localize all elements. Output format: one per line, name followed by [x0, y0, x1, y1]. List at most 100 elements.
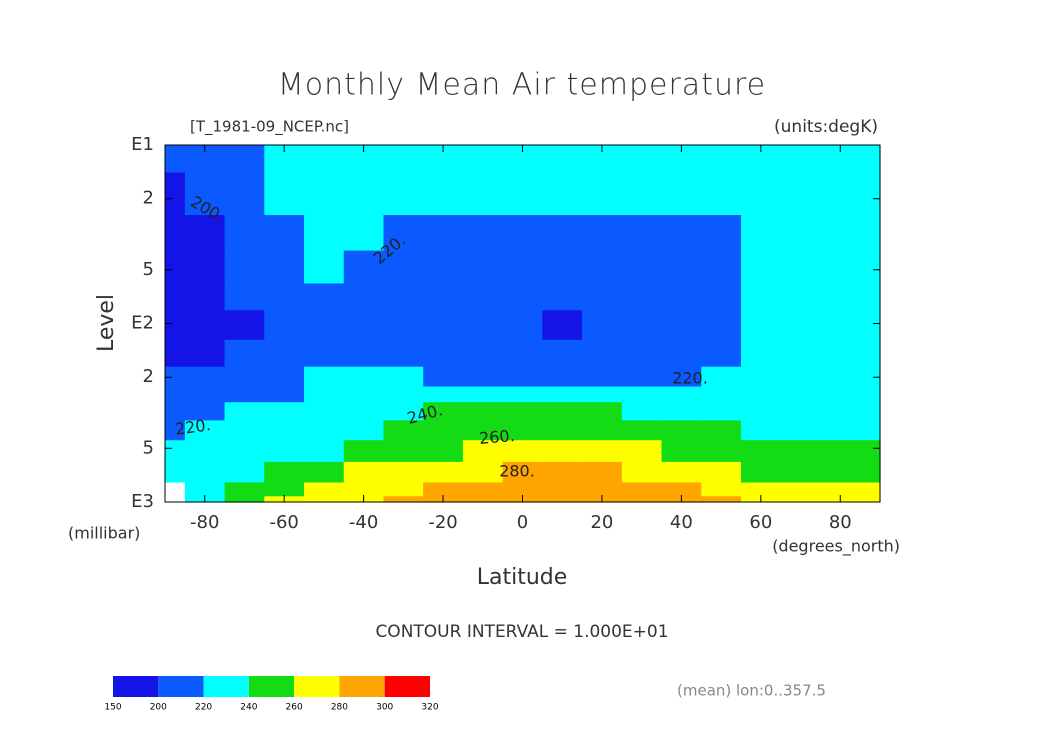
field-cell: [860, 439, 881, 462]
field-cell: [621, 214, 663, 251]
colorbar-label: 200: [150, 703, 167, 713]
field-cell: [423, 401, 464, 421]
field-cell: [502, 309, 543, 340]
field-cell: [383, 339, 424, 367]
field-cell: [502, 481, 543, 497]
field-cell: [264, 481, 305, 497]
field-cell: [423, 309, 464, 340]
field-cell: [184, 339, 226, 367]
field-cell: [860, 401, 881, 421]
field-cell: [304, 495, 345, 503]
field-cell: [423, 249, 464, 284]
field-cell: [701, 249, 742, 284]
field-cell: [661, 282, 702, 311]
field-cell: [820, 439, 861, 462]
field-cell: [184, 249, 226, 284]
field-cell: [343, 481, 385, 497]
field-cell: [820, 171, 861, 216]
field-cell: [165, 214, 186, 251]
field-cell: [582, 171, 623, 216]
field-cell: [740, 339, 782, 367]
field-cell: [701, 401, 742, 421]
field-cell: [165, 439, 186, 462]
x-tick-label: -40: [349, 512, 378, 533]
field-cell: [860, 339, 881, 367]
x-tick-label: 60: [749, 512, 772, 533]
field-cell: [701, 214, 742, 251]
colorbar-swatch: [113, 676, 159, 697]
x-tick-label: -60: [269, 512, 298, 533]
y-tick-label: E3: [131, 491, 154, 512]
field-cell: [184, 481, 226, 497]
field-cell: [184, 309, 226, 340]
field-cell: [740, 439, 782, 462]
x-tick-label: -20: [428, 512, 457, 533]
subtitle: [T_1981-09_NCEP.nc]: [190, 118, 349, 137]
field-cell: [224, 249, 265, 284]
field-cell: [184, 401, 226, 421]
field-cell: [661, 401, 702, 421]
field-cell: [701, 461, 742, 483]
field-cell: [224, 419, 265, 441]
field-cell: [264, 282, 305, 311]
field-cell: [165, 339, 186, 367]
field-cell: [383, 481, 424, 497]
field-cell: [701, 339, 742, 367]
y-tick-label: 2: [143, 366, 154, 387]
field-cell: [224, 171, 265, 216]
field-cell: [165, 309, 186, 340]
field-cell: [502, 171, 543, 216]
field-cell: [740, 401, 782, 421]
field-cell: [502, 439, 543, 462]
y-tick-label: E2: [131, 313, 154, 334]
field-cell: [343, 401, 385, 421]
field-cell: [462, 439, 504, 462]
field-cell: [184, 385, 226, 403]
field-cell: [621, 366, 663, 387]
overlay: -80 -60 -40 -20 0 20 40 60 80E125E225E3200.220.2…: [104, 134, 881, 713]
field-cell: [820, 385, 861, 403]
field-cell: [621, 282, 663, 311]
y-axis-label: Level: [94, 294, 119, 352]
field-cell: [780, 309, 822, 340]
field-cell: [264, 339, 305, 367]
field-cell: [780, 481, 822, 497]
field-cell: [224, 214, 265, 251]
field-cell: [343, 214, 385, 251]
x-axis-units: (degrees_north): [772, 537, 900, 557]
field-cell: [701, 495, 742, 503]
field-cell: [165, 249, 186, 284]
field-cell: [502, 339, 543, 367]
field-cell: [860, 366, 881, 387]
field-cell: [462, 214, 504, 251]
field-cell: [423, 282, 464, 311]
field-cell: [224, 282, 265, 311]
field-cell: [621, 401, 663, 421]
field-cell: [542, 401, 583, 421]
field-cell: [383, 495, 424, 503]
field-cell: [224, 495, 265, 503]
field-cell: [661, 419, 702, 441]
field-cell: [860, 309, 881, 340]
field-cell: [860, 145, 881, 173]
field-cell: [542, 249, 583, 284]
field-cell: [621, 171, 663, 216]
field-cell: [304, 249, 345, 284]
y-tick-label: 5: [143, 437, 154, 458]
contour-label: 280.: [499, 462, 535, 481]
field-cell: [462, 419, 504, 441]
field-cell: [860, 461, 881, 483]
field-cell: [621, 385, 663, 403]
field-cell: [224, 385, 265, 403]
field-cell: [621, 495, 663, 503]
field-cell: [184, 282, 226, 311]
field-cell: [860, 495, 881, 503]
field-cell: [661, 439, 702, 462]
field-cell: [264, 366, 305, 387]
field-cell: [780, 282, 822, 311]
field-cell: [264, 309, 305, 340]
field-cell: [462, 282, 504, 311]
field-cell: [383, 419, 424, 441]
field-cell: [184, 366, 226, 387]
